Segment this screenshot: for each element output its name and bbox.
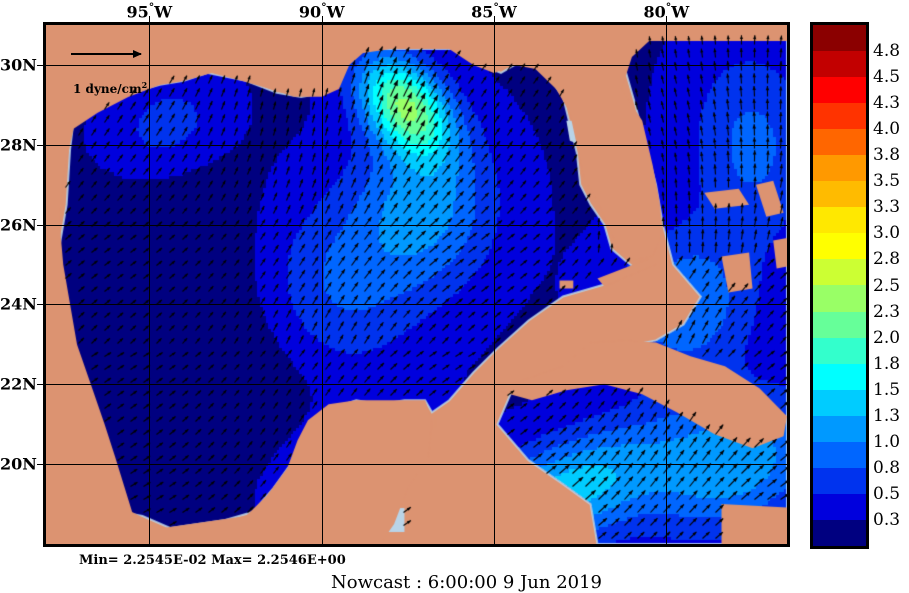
latitude-label-28N: 28N	[0, 135, 37, 155]
colorbar-band-7	[813, 207, 866, 234]
latitude-tick	[37, 384, 43, 386]
colorbar-band-17	[813, 467, 866, 494]
reference-vector-unit: dyne/cm	[85, 82, 142, 96]
latitude-tick	[37, 144, 43, 146]
reference-vector-label: 1 dyne/cm2	[73, 80, 147, 96]
gridline-vertical	[322, 25, 323, 544]
colorbar-tick-label-1.3: 1.3	[873, 405, 901, 426]
colorbar-tick-label-1.5: 1.5	[873, 379, 901, 400]
gridline-horizontal	[46, 65, 787, 66]
colorbar-band-5	[813, 155, 866, 182]
latitude-label-26N: 26N	[0, 215, 37, 235]
colorbar-band-3	[813, 103, 866, 130]
colorbar-band-10	[813, 285, 866, 312]
nowcast-timestamp: Nowcast : 6:00:00 9 Jun 2019	[331, 572, 603, 593]
colorbar-tick-label-1.0: 1.0	[873, 431, 901, 452]
longitude-label-80W: 80°W	[643, 1, 689, 21]
colorbar-band-2	[813, 77, 866, 104]
gridline-horizontal	[46, 145, 787, 146]
colorbar-band-15	[813, 415, 866, 442]
gridline-horizontal	[46, 464, 787, 465]
colorbar-band-18	[813, 493, 866, 520]
colorbar-tick-label-3.3: 3.3	[873, 197, 901, 218]
colorbar-tick-label-4.5: 4.5	[873, 67, 901, 88]
latitude-tick	[37, 64, 43, 66]
latitude-tick	[37, 464, 43, 466]
colorbar-tick-label-2.5: 2.5	[873, 275, 901, 296]
reference-vector-exponent: 2	[141, 80, 148, 90]
longitude-label-85W: 85°W	[471, 1, 517, 21]
latitude-label-22N: 22N	[0, 374, 37, 394]
colorbar-tick-label-2.3: 2.3	[873, 301, 901, 322]
colorbar-band-0	[813, 25, 866, 52]
colorbar-tick-label-3.5: 3.5	[873, 171, 901, 192]
lon-hemisphere: W	[326, 2, 345, 22]
gridline-vertical	[149, 25, 150, 544]
colorbar	[810, 22, 869, 549]
lon-value: 85	[471, 2, 494, 22]
colorbar-tick-label-2.0: 2.0	[873, 327, 901, 348]
colorbar-tick-label-1.8: 1.8	[873, 353, 901, 374]
reference-vector-value: 1	[73, 82, 82, 96]
colorbar-tick-label-0.3: 0.3	[873, 509, 901, 530]
colorbar-band-19	[813, 519, 866, 546]
reference-vector-arrow	[71, 50, 142, 58]
map-canvas-container: 1 dyne/cm2	[46, 25, 787, 544]
colorbar-tick-label-4.0: 4.0	[873, 119, 901, 140]
latitude-label-24N: 24N	[0, 294, 37, 314]
lon-hemisphere: W	[154, 2, 173, 22]
colorbar-tick-label-4.8: 4.8	[873, 41, 901, 62]
gridline-vertical	[666, 25, 667, 544]
colorbar-tick-label-3.0: 3.0	[873, 223, 901, 244]
colorbar-band-9	[813, 259, 866, 286]
colorbar-tick-label-0.5: 0.5	[873, 483, 901, 504]
gridline-vertical	[494, 25, 495, 544]
colorbar-band-1	[813, 51, 866, 78]
map-plot-area[interactable]: 1 dyne/cm2	[43, 22, 790, 547]
degree-icon: °	[148, 1, 155, 14]
colorbar-band-14	[813, 389, 866, 416]
gridline-horizontal	[46, 384, 787, 385]
latitude-tick	[37, 304, 43, 306]
colorbar-tick-label-2.8: 2.8	[873, 249, 901, 270]
latitude-label-20N: 20N	[0, 454, 37, 474]
colorbar-band-8	[813, 233, 866, 260]
longitude-label-95W: 95°W	[127, 1, 173, 21]
wind-stress-heatmap	[46, 25, 787, 544]
colorbar-tick-label-3.8: 3.8	[873, 145, 901, 166]
colorbar-band-16	[813, 441, 866, 468]
degree-icon: °	[321, 1, 327, 14]
longitude-tick	[666, 16, 668, 22]
latitude-label-30N: 30N	[0, 55, 37, 75]
lon-hemisphere: W	[498, 2, 517, 22]
latitude-tick	[37, 224, 43, 226]
lon-value: 90	[298, 2, 322, 22]
colorbar-tick-label-4.3: 4.3	[873, 93, 901, 114]
colorbar-band-11	[813, 311, 866, 338]
longitude-tick	[149, 16, 151, 22]
lon-hemisphere: W	[671, 2, 690, 22]
lon-value: 95	[126, 2, 149, 22]
colorbar-band-13	[813, 363, 866, 390]
lon-value: 80	[643, 2, 666, 22]
degree-icon: °	[493, 1, 499, 14]
colorbar-band-12	[813, 337, 866, 364]
min-max-text: Min= 2.2545E-02 Max= 2.2546E+00	[79, 553, 346, 568]
colorbar-band-6	[813, 181, 866, 208]
colorbar-band-4	[813, 129, 866, 156]
colorbar-tick-label-0.8: 0.8	[873, 457, 901, 478]
gridline-horizontal	[46, 225, 787, 226]
longitude-tick	[321, 16, 323, 22]
degree-icon: °	[665, 1, 672, 14]
longitude-tick	[494, 16, 496, 22]
gridline-horizontal	[46, 304, 787, 305]
longitude-label-90W: 90°W	[299, 1, 345, 21]
